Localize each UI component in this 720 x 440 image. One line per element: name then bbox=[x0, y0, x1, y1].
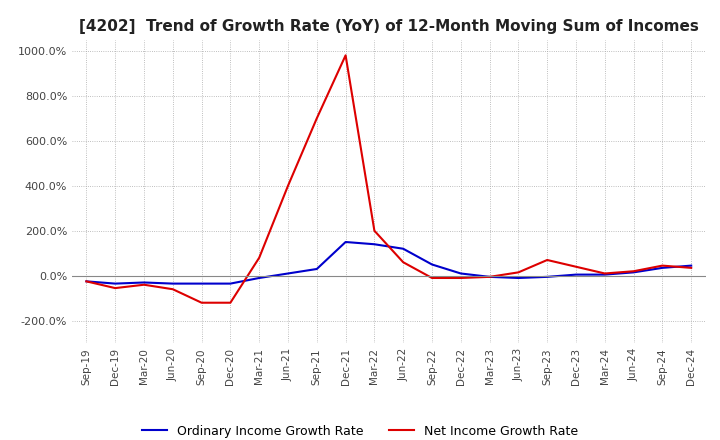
Net Income Growth Rate bbox=[140, 282, 148, 287]
Ordinary Income Growth Rate bbox=[312, 266, 321, 271]
Ordinary Income Growth Rate bbox=[543, 274, 552, 279]
Line: Ordinary Income Growth Rate: Ordinary Income Growth Rate bbox=[86, 242, 691, 284]
Net Income Growth Rate bbox=[629, 268, 638, 274]
Ordinary Income Growth Rate bbox=[600, 272, 609, 277]
Net Income Growth Rate bbox=[600, 271, 609, 276]
Title: [4202]  Trend of Growth Rate (YoY) of 12-Month Moving Sum of Incomes: [4202] Trend of Growth Rate (YoY) of 12-… bbox=[79, 19, 698, 34]
Net Income Growth Rate bbox=[428, 275, 436, 281]
Legend: Ordinary Income Growth Rate, Net Income Growth Rate: Ordinary Income Growth Rate, Net Income … bbox=[138, 420, 582, 440]
Net Income Growth Rate bbox=[312, 116, 321, 121]
Net Income Growth Rate bbox=[341, 53, 350, 58]
Ordinary Income Growth Rate bbox=[255, 275, 264, 281]
Ordinary Income Growth Rate bbox=[658, 265, 667, 271]
Ordinary Income Growth Rate bbox=[572, 272, 580, 277]
Net Income Growth Rate bbox=[399, 260, 408, 265]
Net Income Growth Rate bbox=[456, 275, 465, 281]
Ordinary Income Growth Rate bbox=[341, 239, 350, 245]
Net Income Growth Rate bbox=[226, 300, 235, 305]
Net Income Growth Rate bbox=[197, 300, 206, 305]
Net Income Growth Rate bbox=[687, 265, 696, 271]
Ordinary Income Growth Rate bbox=[197, 281, 206, 286]
Ordinary Income Growth Rate bbox=[485, 274, 494, 279]
Net Income Growth Rate bbox=[658, 263, 667, 268]
Net Income Growth Rate bbox=[572, 264, 580, 269]
Net Income Growth Rate bbox=[284, 183, 292, 188]
Net Income Growth Rate bbox=[111, 286, 120, 291]
Ordinary Income Growth Rate bbox=[629, 270, 638, 275]
Ordinary Income Growth Rate bbox=[284, 271, 292, 276]
Net Income Growth Rate bbox=[82, 279, 91, 284]
Ordinary Income Growth Rate bbox=[168, 281, 177, 286]
Ordinary Income Growth Rate bbox=[687, 263, 696, 268]
Ordinary Income Growth Rate bbox=[370, 242, 379, 247]
Net Income Growth Rate bbox=[255, 255, 264, 260]
Net Income Growth Rate bbox=[370, 228, 379, 233]
Ordinary Income Growth Rate bbox=[140, 280, 148, 285]
Ordinary Income Growth Rate bbox=[226, 281, 235, 286]
Ordinary Income Growth Rate bbox=[456, 271, 465, 276]
Ordinary Income Growth Rate bbox=[82, 279, 91, 284]
Net Income Growth Rate bbox=[168, 286, 177, 292]
Line: Net Income Growth Rate: Net Income Growth Rate bbox=[86, 55, 691, 303]
Ordinary Income Growth Rate bbox=[111, 281, 120, 286]
Ordinary Income Growth Rate bbox=[428, 262, 436, 267]
Ordinary Income Growth Rate bbox=[399, 246, 408, 251]
Ordinary Income Growth Rate bbox=[514, 275, 523, 281]
Net Income Growth Rate bbox=[543, 257, 552, 263]
Net Income Growth Rate bbox=[485, 274, 494, 279]
Net Income Growth Rate bbox=[514, 270, 523, 275]
